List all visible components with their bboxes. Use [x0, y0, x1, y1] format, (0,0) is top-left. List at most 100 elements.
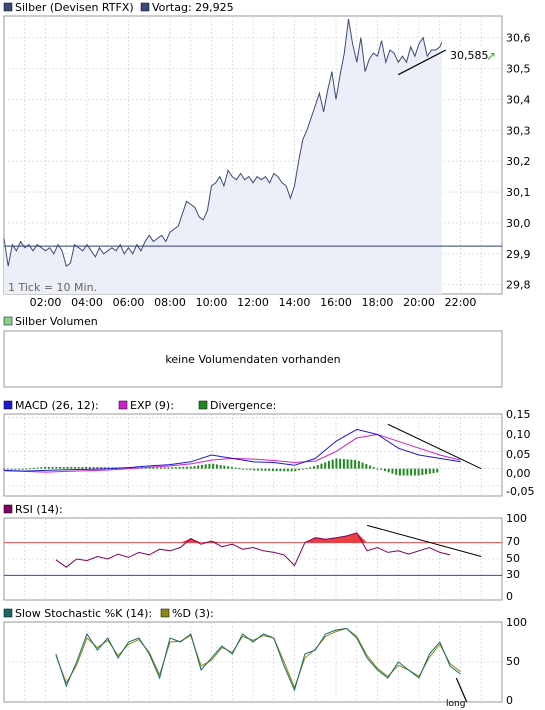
- divergence-bar: [421, 468, 424, 475]
- legend-swatch-stoch-d: [160, 608, 170, 618]
- price-xtick: 16:00: [320, 296, 352, 309]
- divergence-bar: [96, 467, 99, 469]
- divergence-bar: [350, 459, 353, 469]
- price-xtick: 22:00: [445, 296, 477, 309]
- legend-swatch-rsi: [3, 504, 13, 514]
- last-value-box: [446, 47, 500, 62]
- divergence-bar: [242, 468, 245, 470]
- divergence-bar: [383, 468, 386, 472]
- previous-close-label: Vortag: 29,925: [152, 1, 234, 14]
- divergence-bar: [36, 467, 39, 469]
- divergence-bar: [163, 467, 166, 469]
- divergence-bar: [51, 466, 54, 469]
- stoch-y-axis: 100 50 0: [506, 616, 527, 707]
- price-xtick: 20:00: [403, 296, 435, 309]
- divergence-bar: [66, 466, 69, 469]
- divergence-bar: [309, 467, 312, 469]
- divergence-bar: [182, 466, 185, 469]
- stochastic-panel: Slow Stochastic %K (14): %D (3): long 10…: [3, 607, 527, 709]
- rsi-grid: [4, 518, 502, 600]
- divergence-bar: [275, 468, 278, 472]
- divergence-bar: [290, 468, 293, 472]
- divergence-bar: [425, 468, 428, 475]
- divergence-bar: [380, 468, 383, 470]
- divergence-bar: [357, 460, 360, 469]
- volume-plot-frame: [3, 330, 503, 388]
- divergence-bar: [21, 468, 24, 470]
- rsi-ytick: 50: [506, 552, 520, 565]
- legend-swatch-exp: [118, 400, 128, 410]
- divergence-bar: [301, 468, 304, 470]
- divergence-bar: [81, 466, 84, 469]
- exp-label: EXP (9):: [130, 399, 174, 412]
- price-ytick: 30,0: [506, 217, 531, 230]
- divergence-bar: [77, 466, 80, 469]
- divergence-bar: [260, 468, 263, 471]
- divergence-bar: [305, 468, 308, 470]
- divergence-bar: [25, 468, 28, 470]
- divergence-bar: [62, 466, 65, 469]
- price-ytick: 30,4: [506, 93, 531, 106]
- price-panel: Silber (Devisen RTFX) Vortag: 29,925 30,…: [3, 1, 531, 309]
- divergence-bar: [167, 467, 170, 469]
- divergence-bar: [29, 468, 32, 470]
- divergence-bar: [100, 467, 103, 469]
- divergence-bar: [365, 464, 368, 469]
- price-ytick: 30,1: [506, 186, 531, 199]
- last-value-label: 30,585: [450, 49, 489, 62]
- divergence-bar: [245, 468, 248, 470]
- rsi-ytick: 70: [506, 535, 520, 548]
- divergence-bar: [313, 466, 316, 469]
- price-xtick: 10:00: [196, 296, 228, 309]
- divergence-bar: [271, 468, 274, 472]
- divergence-bar: [230, 466, 233, 469]
- legend-swatch-silber: [3, 2, 13, 12]
- divergence-bar: [294, 468, 297, 472]
- divergence-bar: [88, 467, 91, 469]
- price-xtick: 18:00: [362, 296, 394, 309]
- divergence-bar: [395, 468, 398, 475]
- divergence-bar: [331, 459, 334, 469]
- macd-ytick: 0,00: [506, 467, 531, 480]
- divergence-bar: [107, 467, 110, 469]
- macd-ytick: 0,05: [506, 448, 531, 461]
- divergence-bar: [129, 467, 132, 469]
- divergence-bar: [279, 468, 282, 472]
- divergence-bar: [417, 468, 420, 476]
- price-x-axis: 02:00 04:00 06:00 08:00 10:00 12:00 14:00 16:00…: [30, 296, 477, 309]
- long-signal-label: long: [446, 699, 465, 709]
- divergence-bar: [369, 465, 372, 469]
- divergence-bar: [346, 459, 349, 469]
- price-xtick: 02:00: [30, 296, 62, 309]
- divergence-bar: [354, 459, 357, 469]
- price-xtick: 06:00: [113, 296, 145, 309]
- divergence-bar: [387, 468, 390, 473]
- rsi-trendline: [366, 524, 482, 558]
- macd-line: [3, 428, 461, 472]
- stoch-k-line: [55, 627, 461, 692]
- divergence-bar: [372, 467, 375, 469]
- price-xtick: 12:00: [237, 296, 269, 309]
- price-line: [3, 19, 443, 268]
- divergence-bar: [391, 468, 394, 474]
- divergence-bar: [14, 468, 17, 470]
- divergence-bar: [298, 468, 301, 471]
- divergence-bar: [413, 468, 416, 476]
- macd-ytick: 0,10: [506, 428, 531, 441]
- divergence-bar: [156, 467, 159, 469]
- divergence-bar: [171, 467, 174, 469]
- price-trendline: [397, 49, 447, 76]
- price-y-axis: 30,6 30,5 30,4 30,3 30,2 30,1 30,0 29,9 29,8: [506, 32, 531, 292]
- divergence-bar: [432, 468, 435, 474]
- divergence-bar: [73, 466, 76, 469]
- divergence-bar: [249, 468, 252, 470]
- divergence-bar: [402, 468, 405, 476]
- divergence-bar: [186, 466, 189, 469]
- divergence-bar: [219, 465, 222, 469]
- divergence-bar: [286, 468, 289, 472]
- divergence-bar: [238, 468, 241, 470]
- divergence-bar: [327, 460, 330, 469]
- divergence-bar: [268, 468, 271, 471]
- divergence-bar: [324, 462, 327, 469]
- macd-label: MACD (26, 12):: [15, 399, 99, 412]
